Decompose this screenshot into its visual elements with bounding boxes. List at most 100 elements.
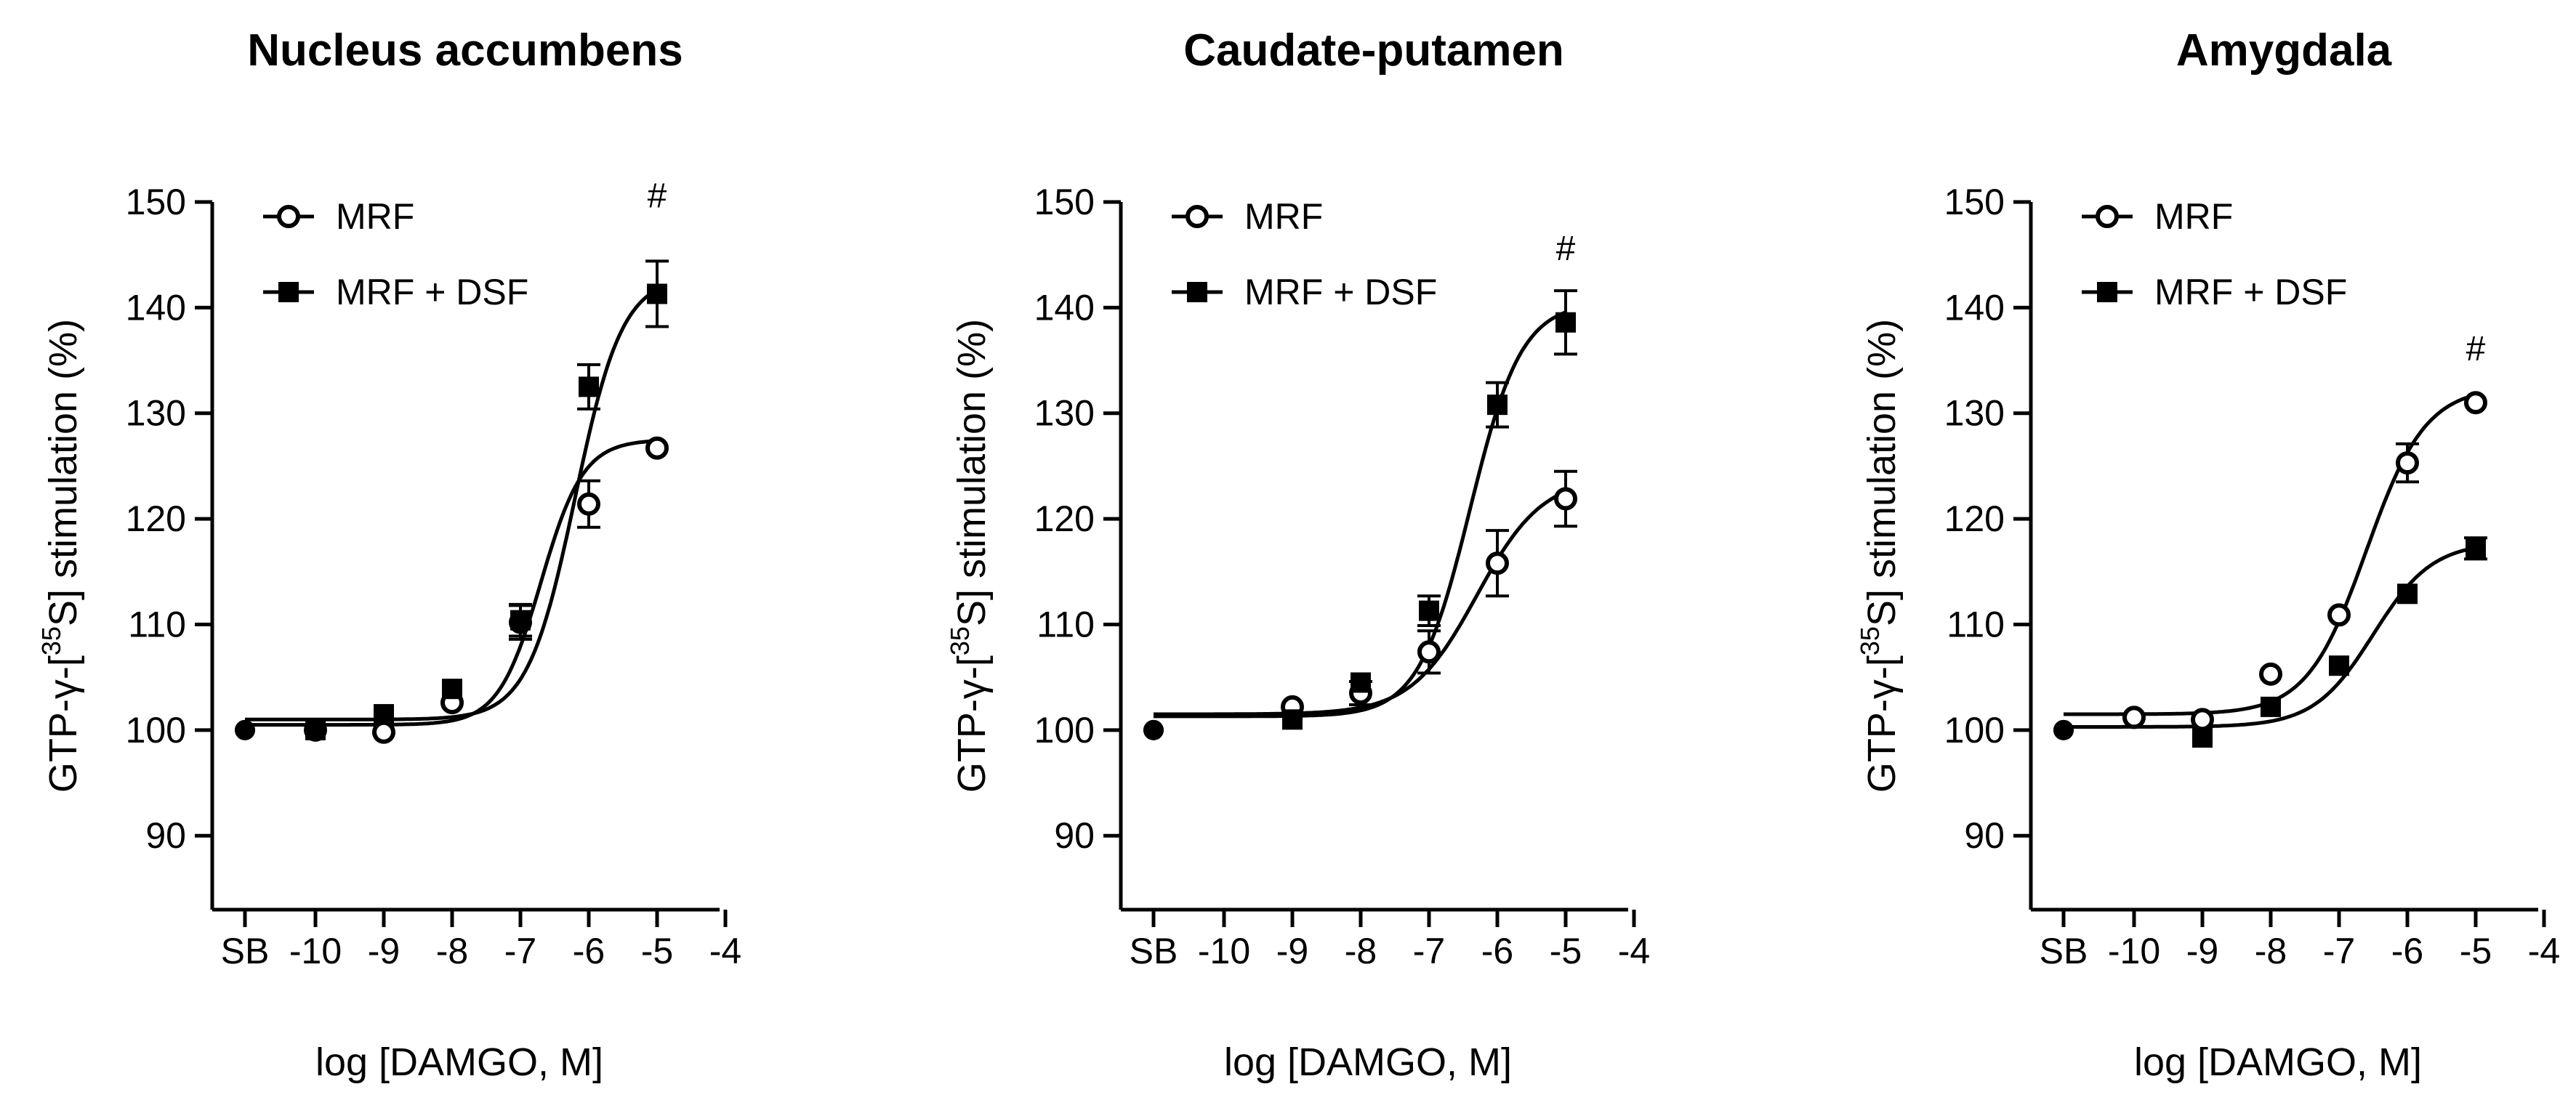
data-point-mrf-dsf (2329, 655, 2349, 676)
x-tick-label: -10 (2108, 931, 2160, 971)
chart-title: Caudate-putamen (1183, 25, 1564, 76)
legend-label: MRF (2154, 196, 2233, 237)
x-tick-label: -7 (504, 931, 536, 971)
y-axis-label-superscript: 35 (1855, 626, 1885, 655)
data-point-mrf (2464, 391, 2487, 415)
fit-curve (2064, 392, 2476, 716)
y-axis-label-part: GTP-γ-[ (41, 655, 85, 793)
data-point-mrf (1554, 487, 1577, 511)
y-axis-label: GTP-γ-[35S] stimulation (%) (36, 319, 85, 793)
y-tick-label: 100 (126, 710, 186, 751)
legend-marker-open-circle (1186, 205, 1209, 228)
x-tick-label: -9 (2186, 931, 2218, 971)
x-tick-label: -10 (289, 931, 342, 971)
y-tick-label: 120 (126, 498, 186, 539)
x-tick-label: -8 (2255, 931, 2287, 971)
legend-marker-filled-square (2097, 282, 2117, 302)
data-point-mrf (1417, 640, 1441, 664)
data-point-mrf-dsf (1487, 395, 1508, 416)
legend-label: MRF + DSF (1244, 272, 1437, 312)
y-axis-label-part: S] stimulation (%) (41, 319, 85, 626)
y-tick-label: 110 (1947, 604, 2005, 644)
y-axis-label-part: GTP-γ-[ (1860, 655, 1904, 793)
chart-title: Nucleus accumbens (247, 25, 683, 76)
data-point-mrf-dsf (510, 610, 531, 631)
y-tick-label: 150 (1034, 182, 1095, 222)
data-point-mrf (372, 720, 395, 744)
y-axis-label-superscript: 35 (945, 626, 975, 655)
y-tick-label: 110 (128, 604, 186, 644)
data-point-mrf-dsf (579, 376, 599, 397)
y-tick-label: 90 (1964, 815, 2005, 856)
x-tick-label: -4 (709, 931, 741, 971)
x-tick-label: -8 (436, 931, 468, 971)
y-tick-label: 110 (1037, 604, 1095, 644)
y-tick-label: 140 (1944, 287, 2005, 328)
chart-title: Amygdala (2176, 25, 2392, 76)
data-point-mrf (577, 492, 600, 516)
x-tick-label: -7 (2323, 931, 2355, 971)
legend: MRF MRF + DSF (2082, 196, 2347, 312)
y-axis-label-part: GTP-γ-[ (950, 655, 994, 793)
data-point-mrf (2191, 708, 2214, 732)
y-axis-label-superscript: 35 (36, 626, 66, 655)
fit-curve (2064, 546, 2476, 729)
fit-curve (1154, 310, 1566, 719)
y-tick-label: 100 (1944, 710, 2005, 751)
x-axis-label: log [DAMGO, M] (315, 1040, 603, 1084)
data-point-mrf-dsf (1555, 312, 1576, 333)
y-axis-label: GTP-γ-[35S] stimulation (%) (945, 319, 994, 793)
x-tick-label: SB (1130, 931, 1178, 971)
legend: MRF MRF + DSF (1172, 196, 1437, 312)
y-tick-label: 150 (1944, 182, 2005, 222)
data-point-mrf (645, 436, 669, 460)
data-point-mrf-dsf (2397, 583, 2418, 604)
y-tick-label: 150 (126, 182, 186, 222)
x-tick-label: -5 (1550, 931, 1582, 971)
x-tick-label: -5 (2460, 931, 2492, 971)
data-point-mrf (1486, 551, 1509, 575)
data-point-mrf-dsf (1282, 709, 1303, 730)
x-axis-label: log [DAMGO, M] (1224, 1040, 1512, 1084)
data-point-mrf-dsf (2192, 727, 2213, 748)
data-point-mrf-dsf (1351, 672, 1371, 693)
data-point-baseline (1143, 719, 1164, 740)
y-tick-label: 90 (1054, 815, 1095, 856)
data-point-baseline (235, 719, 255, 740)
x-tick-label: -6 (1481, 931, 1513, 971)
x-tick-label: -9 (368, 931, 400, 971)
legend-marker-open-circle (277, 205, 300, 228)
x-tick-label: -10 (1198, 931, 1250, 971)
data-point-mrf (2122, 705, 2146, 729)
data-point-mrf-dsf (2261, 696, 2281, 717)
data-point-mrf (2396, 451, 2419, 475)
data-point-mrf-dsf (1419, 600, 1439, 621)
legend-label: MRF + DSF (2154, 272, 2347, 312)
significance-marker: # (1556, 230, 1576, 268)
y-tick-label: 140 (126, 287, 186, 328)
x-tick-label: -9 (1276, 931, 1308, 971)
x-tick-label: -4 (2528, 931, 2560, 971)
y-tick-label: 140 (1034, 287, 1095, 328)
y-axis-label-part: S] stimulation (%) (1860, 319, 1904, 626)
data-point-mrf-dsf (305, 719, 326, 740)
x-tick-label: -4 (1618, 931, 1650, 971)
legend-marker-open-circle (2096, 205, 2119, 228)
y-tick-label: 130 (1034, 393, 1095, 434)
y-axis-label-part: S] stimulation (%) (950, 319, 994, 626)
legend-marker-filled-square (1187, 282, 1207, 302)
x-axis-label: log [DAMGO, M] (2134, 1040, 2422, 1084)
y-tick-label: 90 (145, 815, 186, 856)
x-tick-label: -6 (2391, 931, 2423, 971)
legend-label: MRF + DSF (336, 272, 528, 312)
data-point-mrf-dsf (442, 679, 462, 700)
legend-label: MRF (1244, 196, 1323, 237)
y-axis-label: GTP-γ-[35S] stimulation (%) (1855, 319, 1904, 793)
legend-marker-filled-square (278, 282, 299, 302)
y-tick-label: 130 (126, 393, 186, 434)
x-tick-label: SB (2040, 931, 2088, 971)
data-point-baseline (2053, 719, 2074, 740)
